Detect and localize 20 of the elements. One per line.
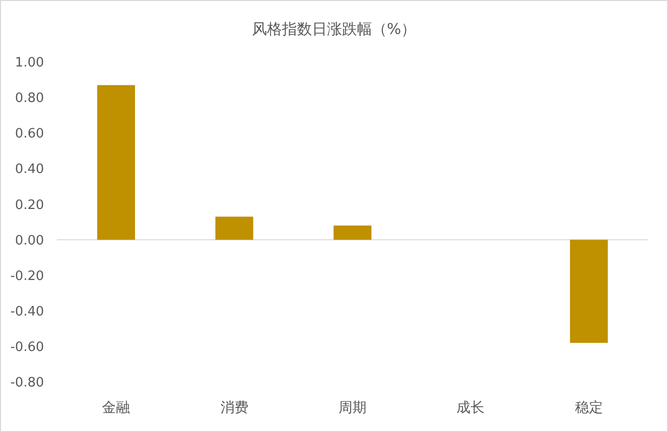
y-tick-label: 0.20	[15, 198, 44, 213]
x-tick-label: 周期	[338, 400, 366, 416]
bar	[570, 240, 608, 343]
x-tick-label: 成长	[456, 400, 485, 416]
y-tick-label: -0.20	[10, 268, 44, 284]
x-tick-label: 金融	[102, 400, 130, 416]
y-tick-label: -0.40	[10, 304, 44, 320]
y-tick-label: 0.80	[15, 91, 44, 106]
y-tick-label: -0.60	[10, 340, 44, 355]
y-tick-label: 0.00	[15, 233, 44, 248]
x-tick-label: 消费	[220, 400, 248, 416]
y-tick-label: 1.00	[15, 56, 44, 71]
y-tick-label: 0.40	[15, 162, 44, 178]
bar	[97, 85, 136, 240]
y-tick-label: -0.80	[10, 376, 44, 391]
bar	[334, 226, 372, 240]
chart-title: 风格指数日涨跌幅（%）	[252, 20, 416, 38]
x-tick-label: 稳定	[574, 400, 603, 416]
y-tick-label: 0.60	[15, 126, 44, 142]
bar	[215, 216, 254, 240]
